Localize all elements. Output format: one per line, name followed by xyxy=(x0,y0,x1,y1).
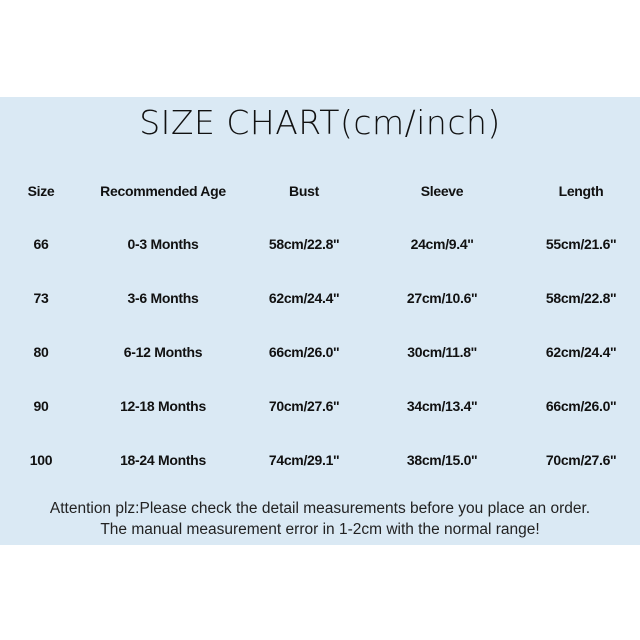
cell-size: 100 xyxy=(29,452,53,468)
cell-bust: 58cm/22.8'' xyxy=(268,236,340,252)
cell-length: 58cm/22.8'' xyxy=(545,290,617,306)
header-length: Length xyxy=(558,183,604,199)
cell-bust: 62cm/24.4'' xyxy=(268,290,340,306)
cell-length: 62cm/24.4'' xyxy=(545,344,617,360)
cell-age: 0-3 Months xyxy=(127,236,199,252)
cell-sleeve: 34cm/13.4'' xyxy=(406,398,478,414)
size-chart-panel xyxy=(0,97,640,545)
cell-bust: 74cm/29.1'' xyxy=(268,452,340,468)
cell-length: 70cm/27.6'' xyxy=(545,452,617,468)
cell-bust: 70cm/27.6'' xyxy=(268,398,340,414)
cell-size: 90 xyxy=(33,398,49,414)
header-sleeve: Sleeve xyxy=(420,183,464,199)
cell-sleeve: 38cm/15.0'' xyxy=(406,452,478,468)
measurement-error-note: The manual measurement error in 1-2cm wi… xyxy=(100,521,540,538)
cell-bust: 66cm/26.0'' xyxy=(268,344,340,360)
cell-size: 73 xyxy=(33,290,49,306)
cell-size: 80 xyxy=(33,344,49,360)
header-size: Size xyxy=(27,183,55,199)
cell-age: 12-18 Months xyxy=(120,398,206,414)
attention-note: Attention plz:Please check the detail me… xyxy=(49,500,591,517)
cell-sleeve: 24cm/9.4'' xyxy=(410,236,474,252)
cell-sleeve: 27cm/10.6'' xyxy=(406,290,478,306)
header-age: Recommended Age xyxy=(100,183,226,199)
cell-size: 66 xyxy=(33,236,49,252)
cell-age: 6-12 Months xyxy=(123,344,203,360)
chart-title: SIZE CHART(cm/inch) xyxy=(139,103,501,142)
cell-age: 3-6 Months xyxy=(127,290,199,306)
cell-sleeve: 30cm/11.8'' xyxy=(407,344,477,360)
cell-age: 18-24 Months xyxy=(120,452,206,468)
header-bust: Bust xyxy=(289,183,319,199)
cell-length: 66cm/26.0'' xyxy=(545,398,617,414)
cell-length: 55cm/21.6'' xyxy=(545,236,617,252)
